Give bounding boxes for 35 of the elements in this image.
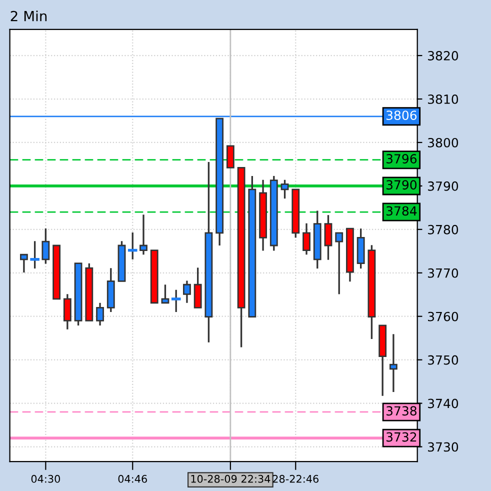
candlestick — [280, 179, 289, 200]
candlestick — [63, 293, 72, 330]
x-tick-label: 04:30 — [31, 474, 60, 483]
y-tick-label: 3740 — [428, 398, 458, 408]
y-tick-label: 3820 — [428, 51, 458, 60]
x-tick-label: 04:46 — [118, 474, 147, 483]
candlestick — [194, 266, 202, 308]
candlestick — [226, 145, 234, 168]
y-tick-label: 3770 — [428, 268, 458, 278]
candlestick — [161, 284, 170, 304]
chart-title: 2 Min — [10, 10, 47, 22]
ref-line-label: 3784 — [386, 206, 417, 216]
y-tick-label: 3780 — [428, 224, 458, 234]
y-tick-label: 3810 — [428, 94, 458, 104]
ref-line-label: 3732 — [386, 432, 416, 442]
y-tick-label: 3730 — [428, 442, 458, 452]
candlestick — [335, 232, 344, 296]
ref-line-label: 3790 — [386, 180, 417, 190]
ref-line-label: 3796 — [386, 154, 417, 164]
candlestick — [324, 214, 332, 261]
candlestick — [183, 280, 191, 304]
candlestick — [96, 302, 104, 326]
candlestick — [140, 214, 148, 256]
x-tick-label: 10-28-09 22:34 — [191, 474, 270, 483]
y-tick-label: 3760 — [428, 312, 458, 322]
ref-line-label: 3738 — [386, 406, 416, 416]
ref-line-label: 3806 — [386, 110, 417, 120]
y-tick-label: 3790 — [428, 181, 458, 191]
candlestick — [30, 240, 40, 270]
y-tick-label: 3800 — [428, 138, 458, 148]
candlestick — [42, 228, 50, 265]
candlestick — [302, 222, 310, 256]
candlestick — [20, 254, 28, 274]
candlestick — [389, 333, 398, 393]
y-tick-label: 3750 — [428, 355, 458, 365]
